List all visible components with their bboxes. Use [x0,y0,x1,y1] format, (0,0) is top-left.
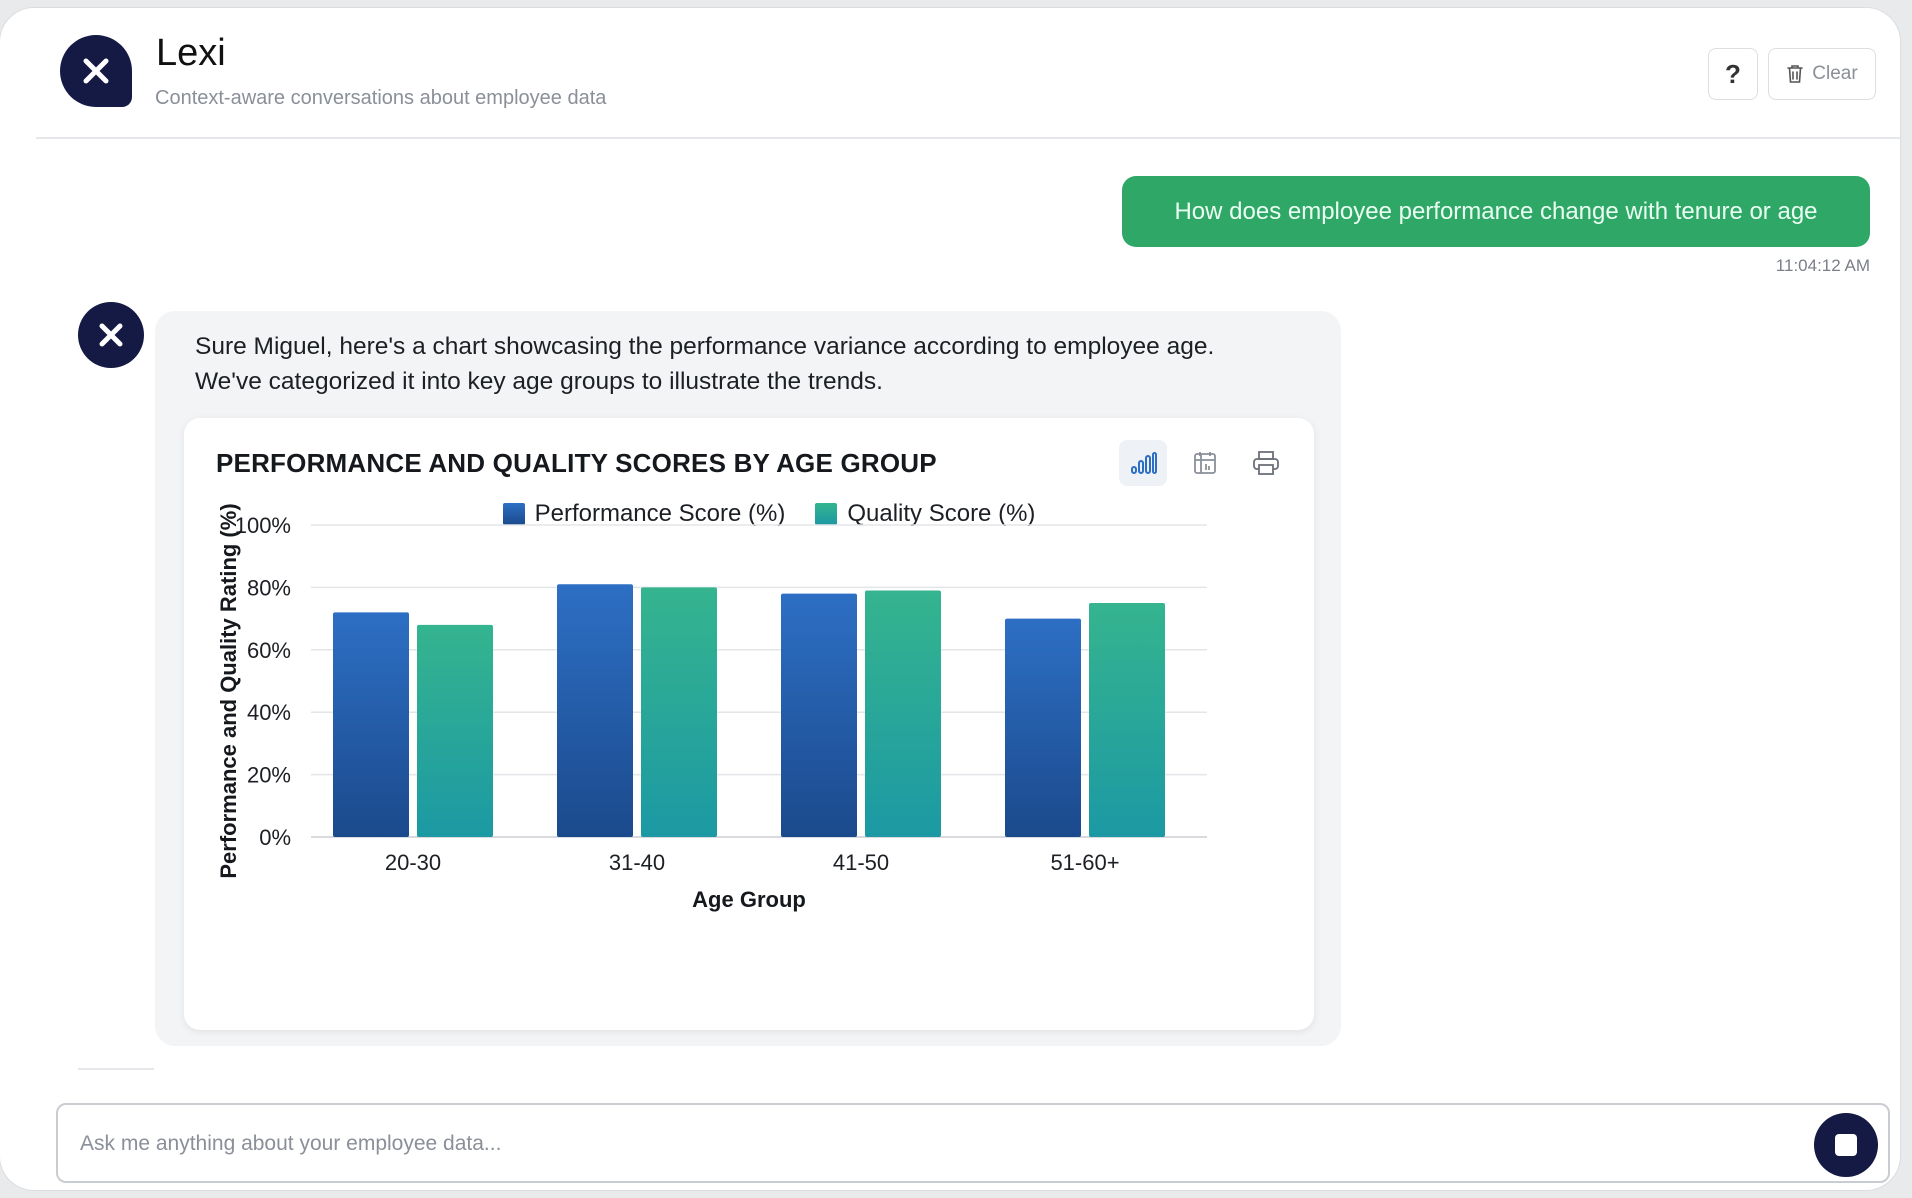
x-tick-label: 41-50 [833,850,889,875]
bar-performance [1005,618,1081,837]
stop-generation-button[interactable] [1814,1113,1878,1177]
help-button-label: ? [1725,58,1741,89]
chart-title: PERFORMANCE AND QUALITY SCORES BY AGE GR… [216,448,937,478]
x-tick-label: 20-30 [385,850,441,875]
clear-button[interactable]: Clear [1768,48,1876,100]
y-tick-label: 0% [259,825,291,850]
legend-label-performance: Performance Score (%) [534,500,786,527]
message-divider [78,1068,154,1070]
lexi-logo-icon [60,35,132,107]
assistant-message-text: Sure Miguel, here's a chart showcasing t… [195,329,1315,399]
assistant-message-bubble: Sure Miguel, here's a chart showcasing t… [155,311,1341,1046]
table-view-button[interactable] [1181,440,1229,486]
legend-label-quality: Quality Score (%) [847,500,1036,527]
y-tick-label: 60% [247,638,291,663]
bar-chart-icon [1131,452,1157,474]
x-tick-label: 31-40 [609,850,665,875]
legend-swatch-quality [815,503,838,525]
user-message-timestamp: 11:04:12 AM [1775,256,1870,275]
x-axis-label: Age Group [692,887,806,912]
app-subtitle: Context-aware conversations about employ… [155,87,607,109]
y-tick-label: 40% [247,700,291,725]
user-message-text: How does employee performance change wit… [1174,197,1818,225]
chat-input[interactable] [78,1119,1782,1169]
bar-performance [781,593,857,837]
assistant-message-line-1: Sure Miguel, here's a chart showcasing t… [195,333,1215,360]
trash-icon [1787,65,1804,83]
chart-card: PERFORMANCE AND QUALITY SCORES BY AGE GR… [184,418,1314,1030]
table-icon [1194,452,1216,474]
bar-chart-view-button[interactable] [1119,440,1167,486]
bar-quality [417,624,493,837]
y-tick-label: 100% [235,513,291,538]
stop-icon [1835,1134,1857,1156]
bar-quality [641,587,717,837]
legend-item-quality[interactable]: Quality Score (%) [815,500,1035,528]
bar-quality [1089,603,1165,837]
legend-swatch-performance [502,503,525,525]
assistant-message-line-2: We've categorized it into key age groups… [195,368,883,395]
legend-item-performance[interactable]: Performance Score (%) [502,500,786,528]
user-message-bubble: How does employee performance change wit… [1122,176,1870,247]
bar-performance [557,584,633,837]
assistant-avatar-icon [78,302,144,368]
y-axis-label: Performance and Quality Rating (%) [216,503,241,878]
help-button[interactable]: ? [1708,48,1758,100]
chat-input-container [56,1103,1890,1183]
app-window: Lexi Context-aware conversations about e… [0,8,1900,1190]
clear-button-label: Clear [1812,63,1858,84]
print-icon [1253,451,1279,475]
bar-chart: 0% 20% 40% 60% 80% 100% 20-30 31-40 41-50 51-60+ A… [216,503,1207,912]
app-title: Lexi [156,32,226,74]
print-chart-button[interactable] [1242,440,1290,486]
bar-performance [333,612,409,837]
bar-quality [865,590,941,837]
y-tick-label: 80% [247,575,291,600]
app-header: Lexi Context-aware conversations about e… [36,8,1900,139]
chart-legend: Performance Score (%) Quality Score (%) [184,500,1314,528]
x-tick-label: 51-60+ [1050,850,1119,875]
y-tick-label: 20% [247,763,291,788]
